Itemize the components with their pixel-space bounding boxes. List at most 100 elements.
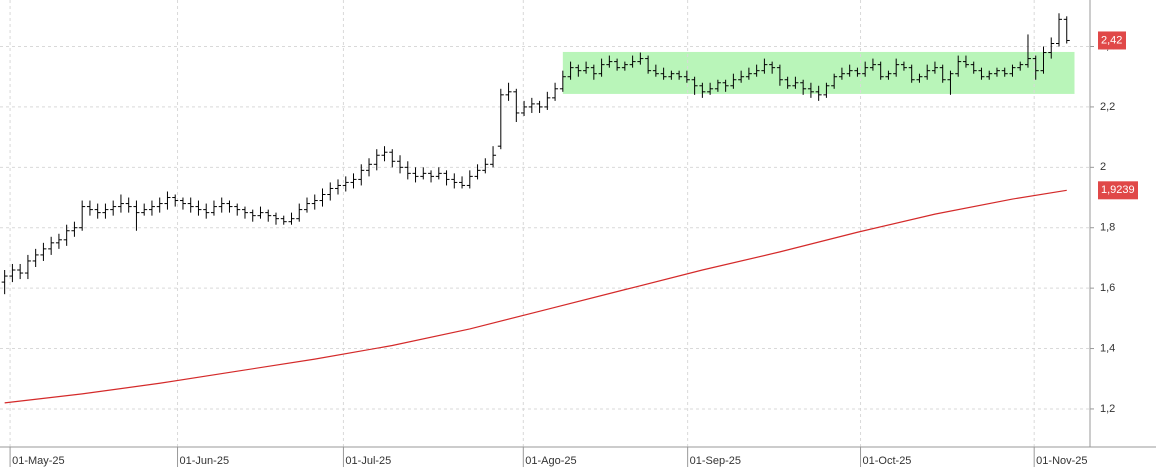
ohlc-bar [621,61,628,71]
y-tick-label: 1,8 [1100,222,1115,234]
ohlc-bar [94,203,101,219]
ohlc-bar [893,58,900,77]
ohlc-bar [9,263,16,283]
ohlc-bar [823,82,830,98]
y-tick-label: 1,4 [1100,342,1115,354]
x-tick-label: 01-Jun-25 [180,455,230,467]
ohlc-bar [505,82,512,101]
ohlc-bar [133,200,140,231]
x-tick-label: 01-Nov-25 [1036,455,1087,467]
ohlc-bar [683,70,690,83]
ohlc-bar [335,179,342,195]
ohlc-bar [877,61,884,80]
ohlc-bar [536,100,543,113]
ohlc-bar [218,197,225,213]
ohlc-bar [714,79,721,92]
ohlc-bar [389,149,396,168]
ohlc-bar [1024,34,1031,68]
ohlc-bar [40,242,47,261]
price-label: 2,42 [1101,34,1122,46]
ohlc-bar [497,88,504,150]
ohlc-bar [420,167,427,180]
ohlc-bar [590,64,597,80]
y-tick-label: 2 [1100,161,1106,173]
ohlc-bar [699,82,706,98]
ohlc-bar [528,97,535,113]
y-tick-label: 2,2 [1100,101,1115,113]
ohlc-bar [962,55,969,68]
ohlc-bar [148,200,155,216]
ohlc-bar [187,197,194,213]
ohlc-bar [86,200,93,216]
ohlc-bar [156,197,163,213]
ohlc-bar [490,146,497,168]
ohlc-bar [668,70,675,80]
ohlc-bar [838,67,845,80]
ohlc-bar [931,61,938,74]
ohlc-bar [761,58,768,74]
ohlc-bar [993,67,1000,77]
ohlc-bar [629,55,636,68]
ohlc-bar [303,197,310,213]
x-tick-label: 01-Sep-25 [690,455,741,467]
ohlc-bar [637,52,644,65]
ohlc-bar [428,170,435,183]
ohlc-bar [660,67,667,80]
ohlc-bar [815,85,822,101]
ohlc-bar [745,67,752,80]
ohlc-bar [110,200,117,216]
ohlc-bar [288,212,295,225]
ohlc-bar [404,161,411,180]
ohlc-bar [172,194,179,207]
ohlc-bar [521,100,528,116]
ohlc-bar [71,221,78,237]
price-label: 1,9239 [1101,184,1135,196]
ohlc-bar [210,200,217,216]
ohlc-bar [1040,46,1047,74]
ohlc-bar [412,167,419,183]
ohlc-bar [319,188,326,207]
ohlc-bar [358,164,365,186]
ohlc-bar [947,70,954,95]
ohlc-bar [327,182,334,201]
ohlc-bar [48,236,55,255]
ohlc-bar [226,200,233,213]
ohlc-bar [784,76,791,89]
ohlc-bar [652,64,659,77]
ohlc-bar [257,206,264,219]
ohlc-bar [885,70,892,80]
ohlc-bar [79,200,86,231]
ohlc-bar [195,200,202,216]
ohlc-bar [614,58,621,71]
ohlc-bar [1017,61,1024,71]
ohlc-bar [296,203,303,222]
ohlc-bar [513,88,520,123]
ohlc-bar [63,224,70,246]
ohlc-bar [381,146,388,162]
ohlc-bar [203,203,210,219]
ohlc-bar [676,70,683,80]
ohlc-bar [900,61,907,71]
ohlc-bar [645,55,652,74]
ohlc-bar [474,164,481,180]
ohlc-bar [1063,16,1070,44]
ohlc-bar [559,70,566,92]
ohlc-bar [807,82,814,98]
ohlc-bar [373,149,380,171]
y-tick-label: 1,6 [1100,282,1115,294]
ohlc-bar [575,64,582,77]
x-tick-label: 01-May-25 [12,455,65,467]
ohlc-bar [141,203,148,216]
ohlc-bar [862,61,869,77]
ohlc-bar [1032,55,1039,80]
price-label-box [1098,31,1126,50]
ohlc-bar [32,248,39,267]
ohlc-bar [908,64,915,83]
ohlc-bar [846,64,853,77]
ohlc-bar [366,158,373,177]
ohlc-bar [17,263,24,280]
ohlc-bar [722,79,729,92]
ohlc-bar [1048,37,1055,59]
ohlc-bar [265,209,272,222]
